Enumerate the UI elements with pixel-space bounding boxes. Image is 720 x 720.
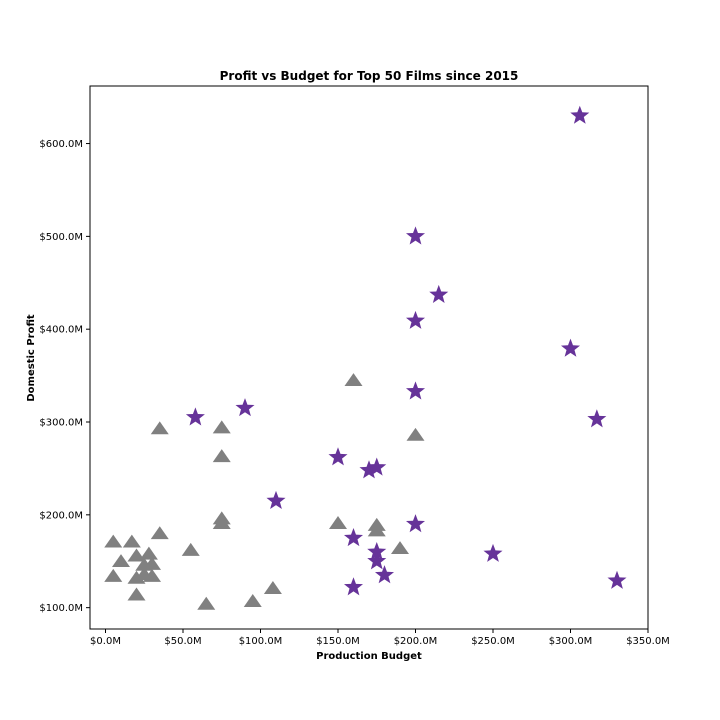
data-point-star <box>367 551 387 570</box>
data-point-triangle <box>391 541 409 555</box>
x-tick-label: $50.0M <box>164 636 201 647</box>
data-point-star <box>367 541 387 561</box>
data-point-triangle <box>212 420 231 434</box>
data-point-triangle <box>104 568 123 582</box>
data-point-star <box>235 398 255 417</box>
y-tick-label: $300.0M <box>39 418 83 429</box>
data-point-triangle <box>263 580 282 594</box>
x-tick-label: $150.0M <box>316 636 360 647</box>
data-point-star <box>405 381 426 400</box>
x-axis: $0.0M $50.0M $100.0M $150.0M $200.0M $250.0M $… <box>90 629 670 647</box>
y-axis-title: Domestic Profit <box>26 314 37 401</box>
x-tick-label: $300.0M <box>549 636 593 647</box>
data-point-triangle <box>243 593 262 607</box>
data-point-star <box>429 284 449 303</box>
x-tick-label: $0.0M <box>90 636 121 647</box>
y-tick-label: $400.0M <box>39 325 83 336</box>
data-point-triangle <box>122 534 141 548</box>
data-point-star <box>374 565 395 584</box>
x-tick-label: $200.0M <box>394 636 438 647</box>
data-point-star <box>587 409 607 428</box>
data-point-star <box>266 490 286 509</box>
data-point-triangle <box>197 596 216 610</box>
data-point-triangle <box>367 523 386 537</box>
plot-frame <box>89 85 649 630</box>
data-point-star <box>343 528 364 547</box>
data-point-star <box>367 457 387 476</box>
data-point-star <box>607 570 627 589</box>
y-tick-label: $600.0M <box>39 139 83 150</box>
data-point-star <box>483 543 503 562</box>
data-point-triangle <box>143 568 161 582</box>
data-point-star <box>570 105 590 124</box>
data-point-star <box>560 338 581 357</box>
data-point-triangle <box>212 449 231 463</box>
chart-title: Profit vs Budget for Top 50 Films since … <box>220 69 519 83</box>
y-tick-label: $500.0M <box>39 232 83 243</box>
data-point-star <box>343 577 364 596</box>
data-point-star <box>405 226 426 245</box>
data-point-triangle <box>143 556 161 570</box>
y-axis: $100.0M $200.0M $300.0M $400.0M $500.0M $600.… <box>39 139 90 614</box>
data-point-star <box>359 460 379 479</box>
data-point-triangle <box>139 546 158 560</box>
data-point-triangle <box>212 516 231 529</box>
data-point-triangle <box>127 570 146 584</box>
y-tick-label: $200.0M <box>39 510 83 521</box>
data-point-triangle <box>181 542 200 556</box>
data-point-star <box>405 514 426 533</box>
x-axis-title: Production Budget <box>316 651 422 662</box>
plot-area <box>104 105 627 610</box>
data-point-triangle <box>406 427 425 441</box>
data-point-triangle <box>150 526 169 540</box>
y-tick-label: $100.0M <box>39 603 83 614</box>
x-tick-label: $250.0M <box>471 636 515 647</box>
data-point-triangle <box>329 516 347 529</box>
data-point-triangle <box>344 373 363 387</box>
data-point-triangle <box>127 587 146 601</box>
data-point-star <box>185 407 205 426</box>
data-point-triangle <box>112 554 130 568</box>
data-point-triangle <box>104 534 123 548</box>
x-tick-label: $350.0M <box>626 636 670 647</box>
data-point-triangle <box>150 421 169 435</box>
data-point-star <box>328 447 348 466</box>
x-tick-label: $100.0M <box>239 636 283 647</box>
data-point-star <box>405 310 426 329</box>
